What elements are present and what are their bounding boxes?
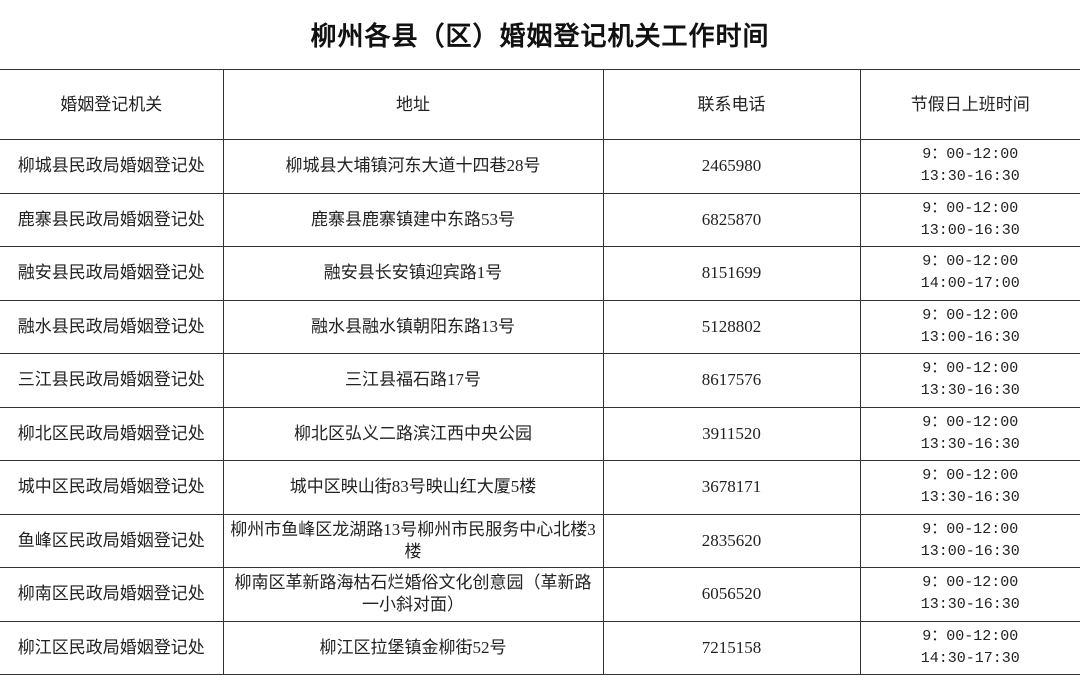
header-office: 婚姻登记机关 [0, 70, 224, 140]
hours-cell: 9：00-12:00 14:00-17:00 [859, 246, 1080, 301]
afternoon-hours: 13:30-16:30 [920, 382, 1020, 400]
phone-cell: 5128802 [602, 299, 861, 354]
office-cell: 融水县民政局婚姻登记处 [0, 299, 224, 354]
office-cell: 柳江区民政局婚姻登记处 [0, 620, 224, 675]
phone-cell: 7215158 [602, 620, 861, 675]
table-row: 柳南区民政局婚姻登记处 柳南区革新路海枯石烂婚俗文化创意园（革新路一小斜对面） 60… [0, 567, 1080, 622]
address-cell: 柳城县大埔镇河东大道十四巷28号 [222, 139, 604, 194]
table-row: 柳北区民政局婚姻登记处 柳北区弘义二路滨江西中央公园 3911520 9：00-12:… [0, 406, 1080, 461]
phone-cell: 8617576 [602, 353, 861, 408]
table-row: 鹿寨县民政局婚姻登记处 鹿寨县鹿寨镇建中东路53号 6825870 9：00-12:0… [0, 192, 1080, 247]
table-row: 柳城县民政局婚姻登记处 柳城县大埔镇河东大道十四巷28号 2465980 9：00-1… [0, 139, 1080, 194]
hours-cell: 9：00-12:00 13:00-16:30 [859, 513, 1080, 568]
address-cell: 城中区映山街83号映山红大厦5楼 [222, 460, 604, 515]
afternoon-hours: 13:30-16:30 [920, 435, 1020, 453]
afternoon-hours: 14:00-17:00 [920, 275, 1020, 293]
phone-cell: 3911520 [602, 406, 861, 461]
address-cell: 鹿寨县鹿寨镇建中东路53号 [222, 192, 604, 247]
header-row: 婚姻登记机关 地址 联系电话 节假日上班时间 [0, 70, 1080, 140]
hours-cell: 9：00-12:00 13:00-16:30 [859, 192, 1080, 247]
phone-cell: 2465980 [602, 139, 861, 194]
morning-hours: 9：00-12:00 [922, 360, 1019, 378]
afternoon-hours: 13:30-16:30 [920, 489, 1020, 507]
address-cell: 柳江区拉堡镇金柳街52号 [222, 620, 604, 675]
office-cell: 柳城县民政局婚姻登记处 [0, 139, 224, 194]
table-row: 柳江区民政局婚姻登记处 柳江区拉堡镇金柳街52号 7215158 9：00-12:00… [0, 620, 1080, 675]
morning-hours: 9：00-12:00 [922, 146, 1019, 164]
hours-cell: 9：00-12:00 13:30-16:30 [859, 353, 1080, 408]
header-holiday-hours: 节假日上班时间 [859, 70, 1080, 140]
address-cell: 柳州市鱼峰区龙湖路13号柳州市民服务中心北楼3楼 [222, 513, 604, 568]
afternoon-hours: 13:00-16:30 [920, 221, 1020, 239]
afternoon-hours: 13:00-16:30 [920, 542, 1020, 560]
address-cell: 融水县融水镇朝阳东路13号 [222, 299, 604, 354]
office-cell: 城中区民政局婚姻登记处 [0, 460, 224, 515]
morning-hours: 9：00-12:00 [922, 306, 1019, 324]
morning-hours: 9：00-12:00 [922, 199, 1019, 217]
table-row: 三江县民政局婚姻登记处 三江县福石路17号 8617576 9：00-12:00 13:… [0, 353, 1080, 408]
hours-cell: 9：00-12:00 13:30-16:30 [859, 567, 1080, 622]
office-cell: 柳北区民政局婚姻登记处 [0, 406, 224, 461]
hours-cell: 9：00-12:00 13:30-16:30 [859, 406, 1080, 461]
phone-cell: 2835620 [602, 513, 861, 568]
phone-cell: 8151699 [602, 246, 861, 301]
hours-cell: 9：00-12:00 14:30-17:30 [859, 620, 1080, 675]
hours-cell: 9：00-12:00 13:00-16:30 [859, 299, 1080, 354]
header-address: 地址 [222, 70, 604, 140]
phone-cell: 3678171 [602, 460, 861, 515]
address-cell: 融安县长安镇迎宾路1号 [222, 246, 604, 301]
morning-hours: 9：00-12:00 [922, 574, 1019, 592]
table-row: 鱼峰区民政局婚姻登记处 柳州市鱼峰区龙湖路13号柳州市民服务中心北楼3楼 28356… [0, 513, 1080, 568]
office-cell: 柳南区民政局婚姻登记处 [0, 567, 224, 622]
table-row: 融水县民政局婚姻登记处 融水县融水镇朝阳东路13号 5128802 9：00-12:0… [0, 299, 1080, 354]
morning-hours: 9：00-12:00 [922, 413, 1019, 431]
office-cell: 鱼峰区民政局婚姻登记处 [0, 513, 224, 568]
morning-hours: 9：00-12:00 [922, 627, 1019, 645]
address-cell: 柳南区革新路海枯石烂婚俗文化创意园（革新路一小斜对面） [222, 567, 604, 622]
afternoon-hours: 13:30-16:30 [920, 596, 1020, 614]
hours-cell: 9：00-12:00 13:30-16:30 [859, 460, 1080, 515]
afternoon-hours: 13:30-16:30 [920, 168, 1020, 186]
page-title: 柳州各县（区）婚姻登记机关工作时间 [0, 0, 1080, 70]
afternoon-hours: 14:30-17:30 [920, 649, 1020, 667]
table-row: 城中区民政局婚姻登记处 城中区映山街83号映山红大厦5楼 3678171 9：00-1… [0, 460, 1080, 515]
office-cell: 三江县民政局婚姻登记处 [0, 353, 224, 408]
afternoon-hours: 13:00-16:30 [920, 328, 1020, 346]
hours-cell: 9：00-12:00 13:30-16:30 [859, 139, 1080, 194]
morning-hours: 9：00-12:00 [922, 520, 1019, 538]
morning-hours: 9：00-12:00 [922, 467, 1019, 485]
office-hours-table: 婚姻登记机关 地址 联系电话 节假日上班时间 柳城县民政局婚姻登记处 柳城县大埔镇… [0, 70, 1080, 675]
header-phone: 联系电话 [602, 70, 861, 140]
table-row: 融安县民政局婚姻登记处 融安县长安镇迎宾路1号 8151699 9：00-12:00 1… [0, 246, 1080, 301]
phone-cell: 6056520 [602, 567, 861, 622]
address-cell: 三江县福石路17号 [222, 353, 604, 408]
office-cell: 鹿寨县民政局婚姻登记处 [0, 192, 224, 247]
address-cell: 柳北区弘义二路滨江西中央公园 [222, 406, 604, 461]
office-cell: 融安县民政局婚姻登记处 [0, 246, 224, 301]
phone-cell: 6825870 [602, 192, 861, 247]
morning-hours: 9：00-12:00 [922, 253, 1019, 271]
